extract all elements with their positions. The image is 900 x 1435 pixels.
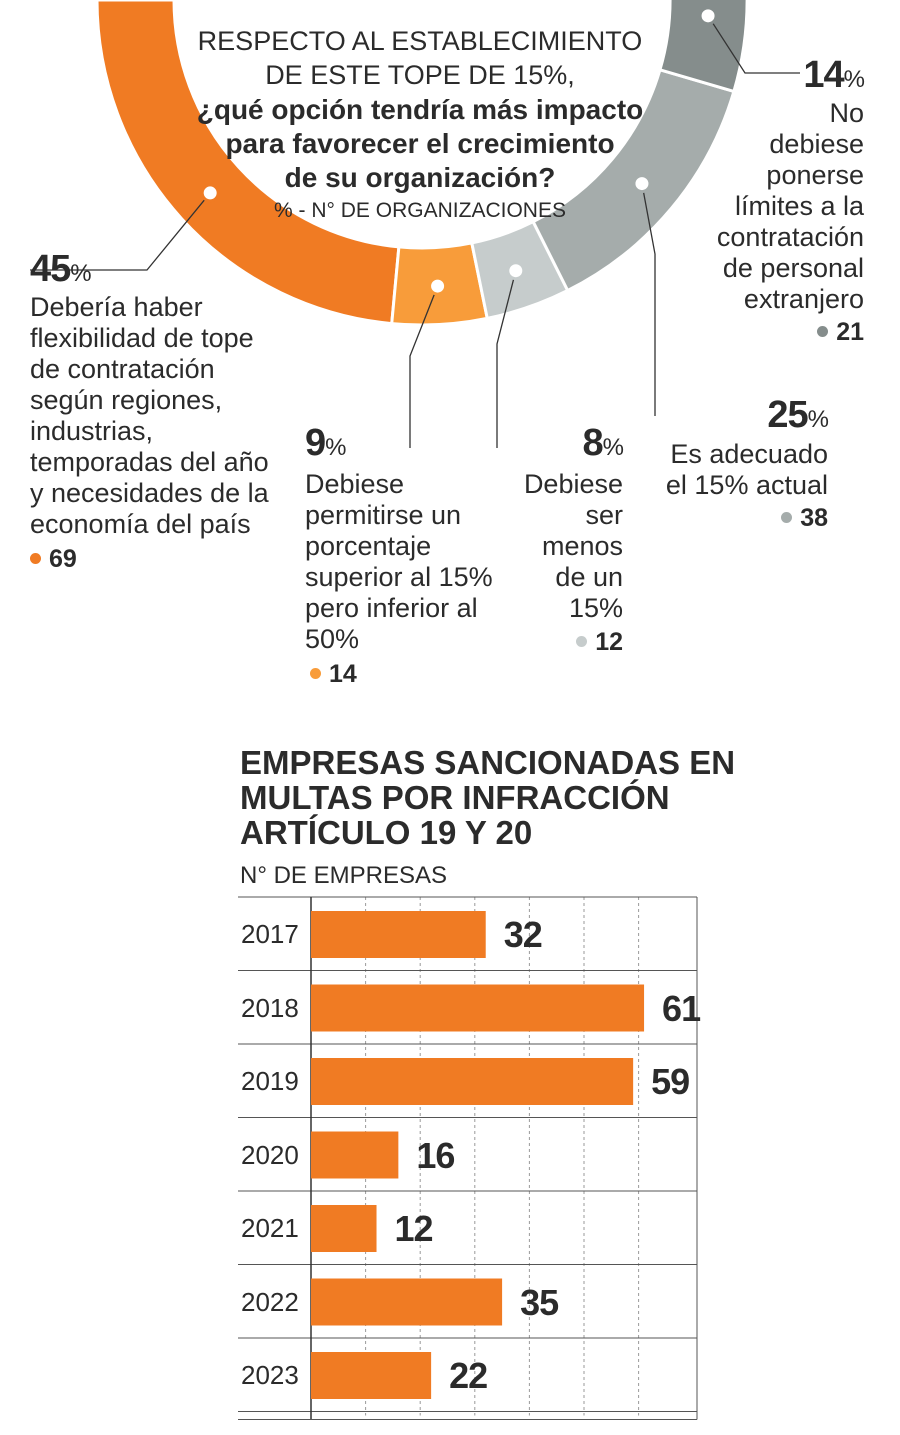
slice-8-count: 12 bbox=[540, 628, 623, 657]
year-label-2022: 2022 bbox=[241, 1286, 299, 1317]
leader-line-45 bbox=[30, 192, 211, 271]
leader-line-14 bbox=[707, 15, 800, 74]
donut-question-line-5: de su organización? bbox=[284, 162, 556, 193]
slice-25-label: Es adecuado el 15% actual bbox=[665, 439, 828, 500]
year-label-2021: 2021 bbox=[241, 1213, 299, 1243]
donut-chart bbox=[30, 0, 800, 448]
leader-marker-8 bbox=[506, 261, 526, 281]
light-orange-dot-icon bbox=[310, 667, 321, 679]
bar-2022 bbox=[311, 1278, 503, 1326]
year-label-2019: 2019 bbox=[241, 1066, 299, 1096]
bar-2023 bbox=[311, 1352, 432, 1399]
slice-25-pct: 25% bbox=[767, 394, 829, 436]
slice-9-count: 14 bbox=[310, 660, 357, 689]
value-label-2023: 22 bbox=[449, 1355, 488, 1396]
year-label-2018: 2018 bbox=[241, 992, 299, 1023]
value-label-2018: 61 bbox=[662, 987, 701, 1029]
slice-14-pct: 14% bbox=[803, 54, 865, 96]
donut-question-line-2: DE ESTE TOPE DE 15%, bbox=[265, 60, 575, 90]
donut-question-line-4: para favorecer el crecimiento bbox=[225, 128, 615, 159]
leader-marker-45 bbox=[200, 183, 220, 203]
bar-2021 bbox=[311, 1205, 377, 1252]
bar-2020 bbox=[311, 1131, 399, 1179]
value-label-2019: 59 bbox=[651, 1061, 690, 1102]
leader-marker-9 bbox=[428, 276, 448, 296]
orange-dot-icon bbox=[30, 552, 41, 564]
slice-45-label: Debería haber flexibilidad de tope de co… bbox=[30, 292, 269, 539]
donut-question-line-1: RESPECTO AL ESTABLECIMIENTO bbox=[197, 26, 643, 56]
leader-marker-25 bbox=[632, 174, 652, 194]
leader-line-8 bbox=[496, 270, 517, 448]
slice-45-pct: 45% bbox=[30, 248, 92, 290]
slice-8-label: Debiese ser menos de un 15% bbox=[523, 469, 623, 623]
year-label-2017: 2017 bbox=[241, 919, 299, 949]
value-label-2021: 12 bbox=[394, 1208, 434, 1249]
bar-chart-title: EMPRESAS SANCIONADAS EN MULTAS POR INFRA… bbox=[240, 744, 736, 851]
value-label-2022: 35 bbox=[520, 1281, 559, 1323]
value-label-2017: 32 bbox=[503, 914, 543, 955]
donut-question-line-3: ¿qué opción tendría más impacto bbox=[196, 94, 644, 125]
donut-unit: % - N° DE ORGANIZACIONES bbox=[274, 199, 566, 222]
slice-14-count: 21 bbox=[780, 318, 864, 347]
slice-25-count: 38 bbox=[740, 504, 828, 533]
slice-14-label: No debiese ponerse límites a la contrata… bbox=[716, 98, 864, 314]
bar-2018 bbox=[311, 984, 645, 1032]
donut-slice-14 bbox=[658, 0, 749, 94]
dark-gray-dot-icon bbox=[817, 325, 829, 337]
bar-2017 bbox=[311, 911, 486, 958]
slice-9-pct: 9% bbox=[305, 422, 347, 464]
year-label-2020: 2020 bbox=[241, 1139, 299, 1170]
year-label-2023: 2023 bbox=[241, 1360, 299, 1390]
light-gray-dot-icon bbox=[576, 635, 588, 647]
value-label-2020: 16 bbox=[416, 1134, 455, 1176]
gray-dot-icon bbox=[781, 511, 793, 523]
slice-9-label: Debiese permitirse un porcentaje superio… bbox=[305, 469, 493, 654]
leader-line-25 bbox=[641, 183, 656, 416]
leader-marker-14 bbox=[698, 6, 718, 26]
bar-2019 bbox=[311, 1058, 634, 1105]
bar-chart-subtitle: N° DE EMPRESAS bbox=[240, 862, 447, 889]
slice-45-count: 69 bbox=[30, 545, 77, 574]
slice-8-pct: 8% bbox=[582, 422, 625, 464]
leader-line-9 bbox=[409, 285, 439, 448]
